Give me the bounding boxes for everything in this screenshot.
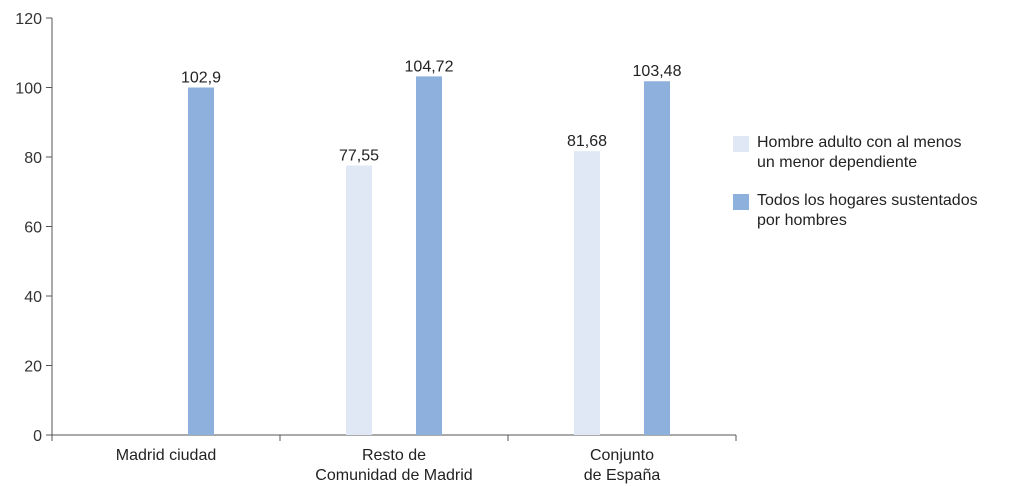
bar-series-2-cat-1	[188, 87, 214, 435]
category-label-2: Resto de	[362, 447, 426, 464]
category-label-1: Madrid ciudad	[116, 447, 217, 464]
bars	[188, 76, 670, 436]
data-label-series-2-cat-3: 103,48	[633, 63, 682, 80]
legend-item-series-1: Hombre adulto con al menos un menor depe…	[733, 133, 1013, 173]
data-labels: 102,9 77,55 104,72 81,68 103,48	[181, 58, 682, 164]
bar-series-1-cat-3	[574, 151, 600, 436]
bar-series-1-cat-2	[346, 165, 372, 436]
category-label-2: Comunidad de Madrid	[315, 467, 472, 484]
y-tick-label: 40	[24, 289, 42, 306]
data-label-series-2-cat-1: 102,9	[181, 70, 221, 87]
y-tick-label: 80	[24, 150, 42, 167]
y-tick-label: 100	[15, 81, 42, 98]
bar-series-2-cat-2	[416, 76, 442, 435]
category-labels: Madrid ciudad Resto de Comunidad de Madrid…	[116, 447, 661, 484]
data-label-series-2-cat-2: 104,72	[405, 58, 454, 75]
category-label-3: Conjunto	[590, 447, 654, 464]
legend-label-series-1: Hombre adulto con al menos un menor depe…	[757, 134, 962, 171]
category-label-3: de España	[584, 467, 661, 484]
y-tick-label: 20	[24, 359, 42, 376]
legend-label-series-2: Todos los hogares sustentados por hombre…	[757, 192, 978, 229]
y-axis: 0 20 40 60 80 100 120	[15, 11, 53, 445]
legend-swatch-series-1	[733, 136, 749, 152]
legend-swatch-series-2	[733, 194, 749, 210]
y-tick-label: 120	[15, 11, 42, 28]
y-tick-label: 60	[24, 220, 42, 237]
data-label-series-1-cat-3: 81,68	[567, 133, 607, 150]
y-tick-label: 0	[33, 428, 42, 445]
legend-item-series-2: Todos los hogares sustentados por hombre…	[733, 191, 1013, 231]
data-label-series-1-cat-2: 77,55	[339, 148, 379, 165]
x-axis	[51, 434, 737, 441]
legend: Hombre adulto con al menos un menor depe…	[733, 133, 1013, 249]
bar-series-2-cat-3	[644, 81, 670, 436]
